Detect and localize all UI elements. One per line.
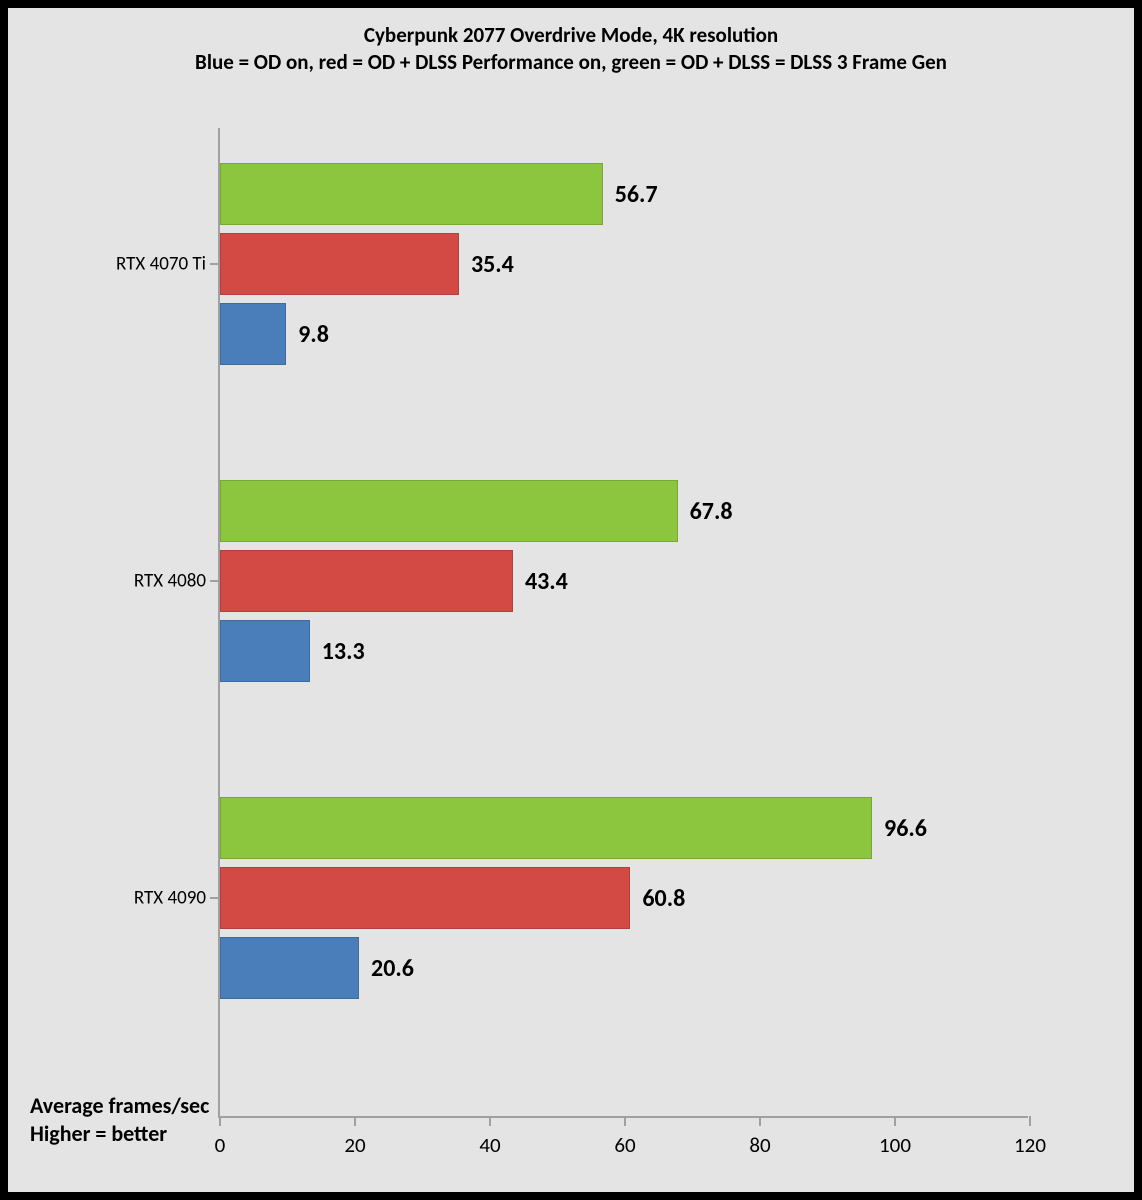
bar-red [220, 867, 630, 929]
footer-line-2: Higher = better [30, 1120, 209, 1148]
x-axis-tick [489, 1116, 491, 1126]
footer-line-1: Average frames/sec [30, 1092, 209, 1120]
chart-title: Cyberpunk 2077 Overdrive Mode, 4K resolu… [8, 8, 1134, 77]
category-label: RTX 4090 [134, 887, 220, 910]
bar-value-label: 13.3 [322, 637, 365, 666]
x-axis-tick-label: 80 [749, 1132, 770, 1158]
x-axis-tick-label: 20 [344, 1132, 365, 1158]
x-axis-tick-label: 100 [879, 1132, 911, 1158]
x-axis-tick-label: 40 [479, 1132, 500, 1158]
bar-green [220, 480, 678, 542]
bar-green [220, 797, 872, 859]
x-axis-tick [759, 1116, 761, 1126]
bar-red [220, 233, 459, 295]
title-line-1: Cyberpunk 2077 Overdrive Mode, 4K resolu… [8, 22, 1134, 49]
chart-frame: Cyberpunk 2077 Overdrive Mode, 4K resolu… [0, 0, 1142, 1200]
x-axis-tick [1029, 1116, 1031, 1126]
bar-value-label: 20.6 [371, 954, 414, 983]
bar-value-label: 67.8 [690, 497, 733, 526]
bar-blue [220, 937, 359, 999]
bar-green [220, 163, 603, 225]
category-label: RTX 4080 [134, 570, 220, 593]
bar-value-label: 96.6 [884, 814, 927, 843]
x-axis-tick [894, 1116, 896, 1126]
bar-value-label: 56.7 [615, 180, 658, 209]
title-line-2: Blue = OD on, red = OD + DLSS Performanc… [8, 49, 1134, 76]
bar-value-label: 60.8 [642, 884, 685, 913]
bar-blue [220, 620, 310, 682]
bar-red [220, 550, 513, 612]
bar-value-label: 43.4 [525, 567, 568, 596]
bar-blue [220, 303, 286, 365]
bar-value-label: 9.8 [298, 320, 329, 349]
plot-area: 020406080100120RTX 4070 Ti56.735.49.8RTX… [218, 128, 1028, 1118]
x-axis-tick [219, 1116, 221, 1126]
bar-value-label: 35.4 [471, 250, 514, 279]
x-axis-tick-label: 0 [215, 1132, 226, 1158]
category-label: RTX 4070 Ti [116, 253, 220, 276]
x-axis-tick-label: 120 [1014, 1132, 1046, 1158]
x-axis-tick [624, 1116, 626, 1126]
x-axis-tick [354, 1116, 356, 1126]
x-axis-tick-label: 60 [614, 1132, 635, 1158]
footer-caption: Average frames/sec Higher = better [30, 1092, 209, 1147]
